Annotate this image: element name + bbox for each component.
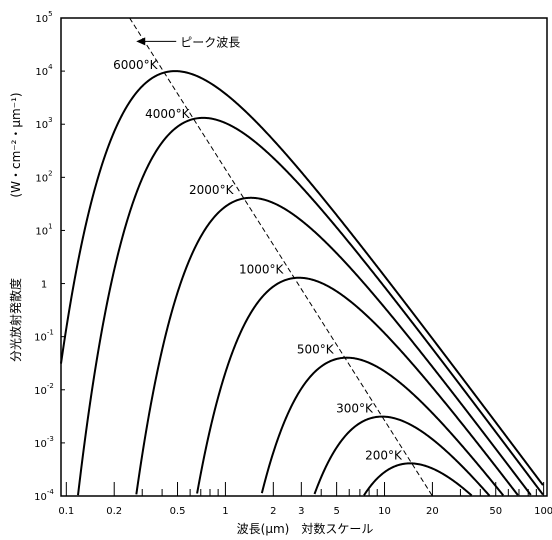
series-label-6000K: 6000°K [113,58,159,72]
y-tick-label-4: 101 [35,222,52,237]
x-tick-label-9: 50 [489,506,502,517]
y-tick-label-2: 103 [35,116,52,131]
peak-arrow-head [136,37,146,46]
y-tick-label-6: 10-1 [34,329,54,344]
peak-wavelength-annotation: ピーク波長 [129,17,433,497]
y-tick-label-3: 102 [35,169,52,184]
series-label-2000K: 2000°K [189,183,235,197]
peak-wavelength-label: ピーク波長 [180,35,240,49]
series-labels: 6000°K 4000°K 2000°K 1000°K 500°K 300°K 200°K [113,58,403,462]
series-label-300K: 300°K [336,402,374,416]
x-axis-tick-labels: 0.1 0.2 0.5 1 2 3 5 10 20 50 100 [58,506,552,517]
y-axis-title-group: 分光放射発散度 [8,278,23,362]
x-axis-title: 波長(μm) 対数スケール [237,521,374,536]
y-axis-title: 分光放射発散度 [8,278,23,362]
y-tick-label-1: 104 [35,63,53,78]
x-tick-label-0: 0.1 [58,506,74,517]
y-tick-label-5: 1 [41,280,47,291]
series-curve-4000K [77,116,544,496]
series-label-500K: 500°K [297,343,335,357]
series-curve-500K [260,356,505,496]
series-curves [60,70,544,497]
y-tick-label-8: 10-3 [34,435,54,450]
x-tick-label-7: 10 [378,506,391,517]
peak-wavelength-line [129,17,433,497]
x-tick-label-1: 0.2 [106,506,122,517]
series-curve-2000K [135,196,532,496]
y-tick-label-7: 10-2 [34,382,54,397]
x-axis-ticks [65,482,545,496]
y-tick-label-9: 10-4 [34,488,54,503]
series-label-200K: 200°K [365,448,403,462]
x-tick-label-3: 1 [222,506,228,517]
series-curve-6000K [60,70,544,486]
x-tick-label-8: 20 [426,506,439,517]
series-curve-1000K [196,276,519,496]
y-axis-units: (W・cm⁻²・μm⁻¹) [9,92,23,197]
series-label-1000K: 1000°K [239,263,285,277]
x-tick-label-10: 100 [534,506,552,517]
series-label-4000K: 4000°K [145,107,191,121]
series-curve-300K [313,415,491,497]
y-tick-label-0: 105 [35,10,52,25]
series-curve-200K [363,462,473,497]
y-axis-units-group: (W・cm⁻²・μm⁻¹) [9,92,23,197]
x-tick-label-2: 0.5 [170,506,186,517]
x-tick-label-5: 3 [298,506,304,517]
x-tick-label-4: 2 [270,506,276,517]
x-tick-label-6: 5 [333,506,339,517]
plot-frame [60,17,548,497]
